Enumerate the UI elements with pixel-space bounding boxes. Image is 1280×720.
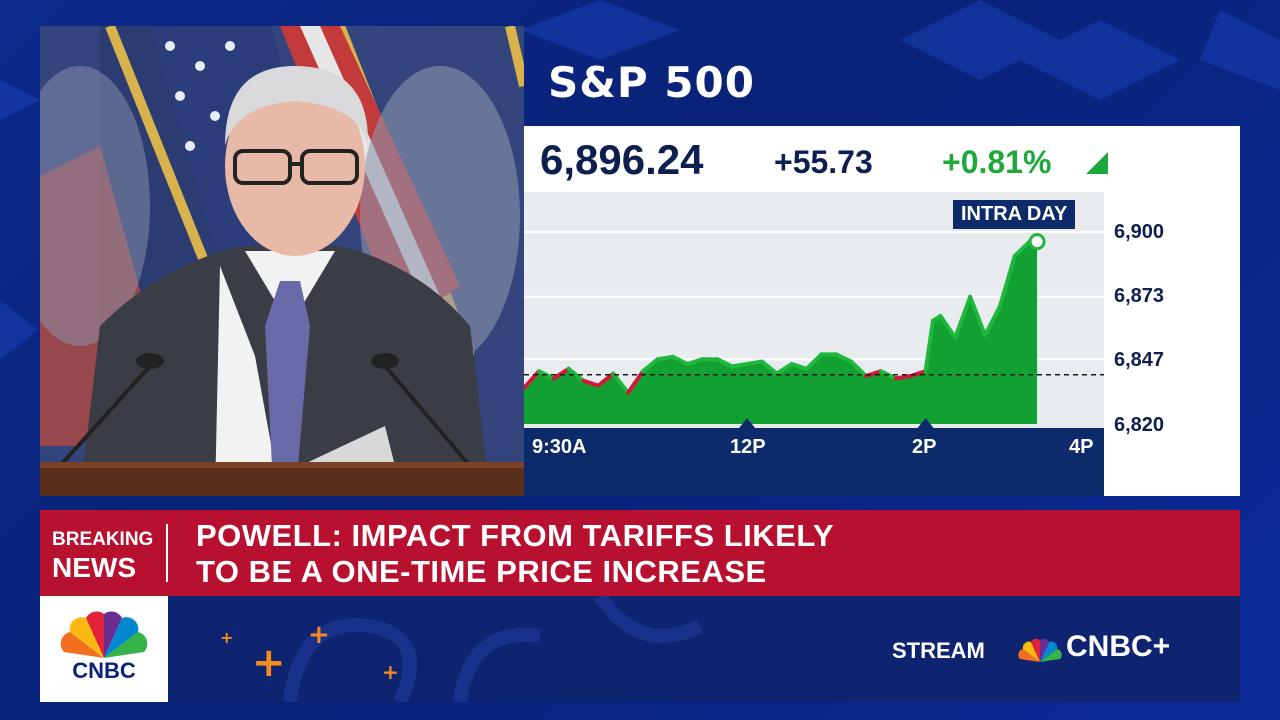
x-tick-marker [917,418,934,428]
intraday-chart [522,231,1104,428]
series-line-segment [715,357,735,369]
breaking-label-line1: BREAKING [52,529,154,550]
series-line-segment [640,357,660,374]
breaking-news-label: BREAKING NEWS [52,526,153,582]
stream-brand: CNBC+ [1066,630,1171,663]
series-line-segment [983,304,1002,338]
price-axis: 6,900 6,873 6,847 6,820 [1104,192,1240,496]
series-line-segment [893,374,913,381]
area-fill [524,241,1038,424]
x-tick-marker [739,418,756,428]
series-line-segment [685,357,705,366]
decorative-pattern [283,596,704,702]
x-tick-label: 12P [730,436,766,458]
breaking-news-bar: BREAKING NEWS POWELL: IMPACT FROM TARIFF… [40,510,1240,596]
plus-decoration: + [382,660,399,684]
series-line-segment [953,294,973,340]
series-line-segment [626,369,645,395]
peacock-icon [60,611,148,658]
series-line-segment [849,359,869,378]
intraday-badge: INTRA DAY [953,200,1076,229]
index-price: 6,896.24 [540,136,704,183]
series-line-segment [551,366,571,381]
y-tick-label: 6,900 [1114,221,1165,243]
series-line-segment [923,318,935,374]
headline-line2: TO BE A ONE-TIME PRICE INCREASE [196,554,767,589]
index-percent-change: +0.81% [942,144,1052,180]
series-line-segment [611,371,631,395]
headline-line1: POWELL: IMPACT FROM TARIFFS LIKELY [196,518,835,553]
divider [166,524,168,582]
chart-plot-area [522,192,1104,428]
series-line-segment [968,294,988,338]
series-line-segment [759,359,779,376]
series-line-segment [730,362,750,369]
x-tick-label: 4P [1069,436,1094,458]
headline: POWELL: IMPACT FROM TARIFFS LIKELY TO BE… [196,518,834,590]
logo-text: CNBC [72,658,136,683]
speaker-scene [40,26,524,496]
series-line-segment [834,352,854,364]
series-line-segment [804,352,824,371]
series-line-segment [566,366,586,383]
series-line-segment [581,378,601,388]
peacock-icon [1018,638,1062,662]
up-arrow-icon [1086,152,1108,174]
series-line-segment [997,254,1017,309]
series-line-segment [670,354,690,366]
video-feed [40,26,524,496]
series-line-segment [655,354,675,362]
plus-decoration: + [252,640,286,686]
plus-decoration: + [220,628,234,647]
series-line-segment [789,362,809,371]
stream-label: STREAM [892,638,985,663]
last-price-marker [1028,233,1046,251]
quote-bar: 6,896.24 +55.73 +0.81% [524,126,1240,192]
index-change: +55.73 [774,144,873,180]
y-tick-label: 6,847 [1114,349,1165,371]
series-line-segment [938,314,958,340]
time-axis: 9:30A 12P 2P 4P [524,428,1104,496]
series-line-segment [774,362,794,376]
plus-decoration: + [308,620,330,650]
y-tick-label: 6,873 [1114,285,1165,307]
series-line-segment [1012,239,1032,258]
breaking-label-line2: NEWS [52,552,136,583]
series-line-segment [522,369,541,390]
x-tick-label: 2P [912,436,937,458]
index-name: S&P 500 [548,58,755,107]
chart-panel: 6,896.24 +55.73 +0.81% INTRA DAY 9:30A 1… [522,126,1240,496]
series-line-segment [596,371,616,388]
network-logo: CNBC [40,596,168,702]
x-tick-label: 9:30A [532,436,587,458]
series-line-segment [745,359,764,366]
y-tick-label: 6,820 [1114,414,1165,436]
